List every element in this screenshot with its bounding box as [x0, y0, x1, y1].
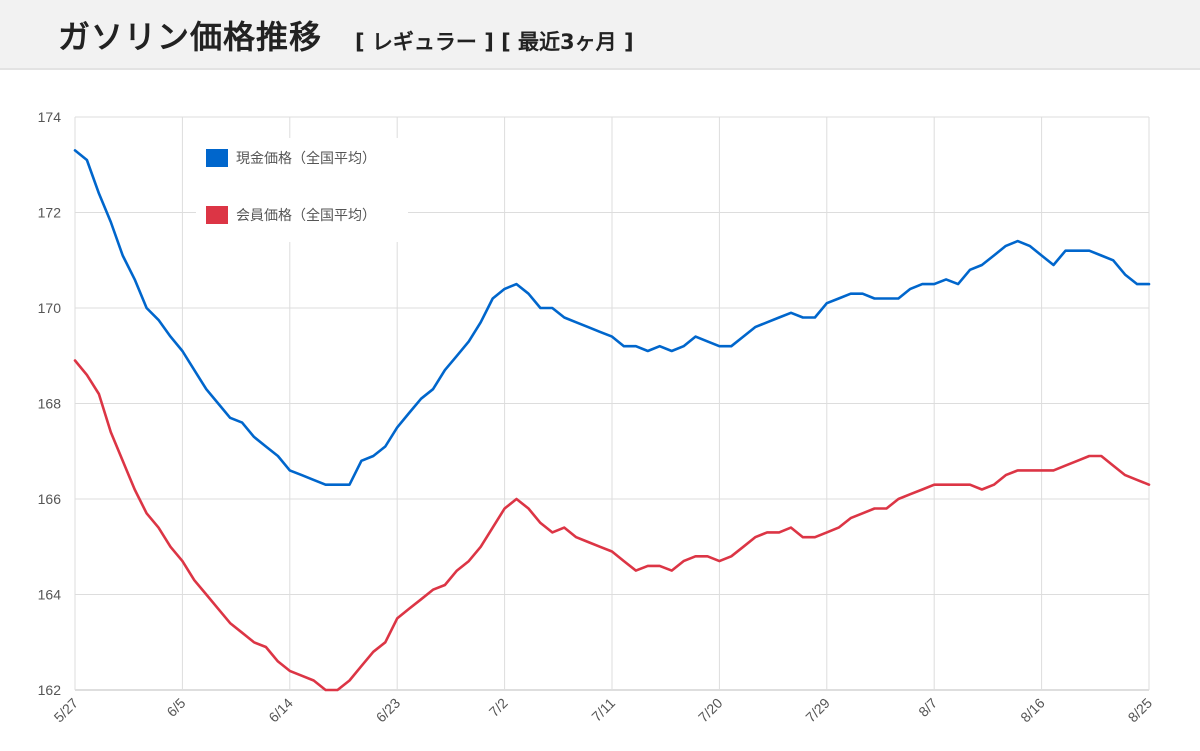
- y-tick-label: 170: [38, 300, 62, 316]
- legend-swatch-1: [206, 206, 228, 224]
- y-tick-label: 174: [38, 109, 62, 125]
- series-line-0: [73, 149, 1151, 487]
- x-tick-label: 8/25: [1125, 695, 1156, 726]
- page-header: ガソリン価格推移 [ レギュラー ] [ 最近3ヶ月 ]: [0, 0, 1200, 70]
- page-title: ガソリン価格推移: [58, 18, 323, 56]
- x-tick-label: 8/7: [915, 695, 940, 720]
- legend-swatch-0: [206, 149, 228, 167]
- page-subtitle: [ レギュラー ] [ 最近3ヶ月 ]: [355, 30, 634, 54]
- legend-label-1: 会員価格（全国平均）: [236, 207, 376, 224]
- x-tick-label: 6/5: [163, 695, 188, 720]
- x-tick-label: 7/20: [695, 695, 726, 726]
- line-chart: 162 164 166 168 170 172 174 5/27 6/5 6/14 6/23 7/2 7…: [38, 109, 1156, 726]
- x-tick-label: 7/2: [486, 695, 511, 720]
- chart-series: [73, 149, 1151, 692]
- x-tick-label: 7/29: [802, 695, 833, 726]
- x-tick-label: 6/14: [265, 695, 296, 726]
- legend-background: [196, 138, 408, 242]
- y-tick-label: 168: [38, 396, 62, 412]
- x-tick-label: 6/23: [373, 695, 404, 726]
- x-tick-label: 5/27: [51, 695, 82, 726]
- y-tick-label: 166: [38, 491, 62, 507]
- legend-label-0: 現金価格（全国平均）: [236, 150, 376, 167]
- y-tick-label: 162: [38, 682, 62, 698]
- series-line-1: [73, 359, 1151, 692]
- x-tick-label: 7/11: [588, 695, 618, 725]
- y-tick-label: 172: [38, 205, 62, 221]
- y-tick-label: 164: [38, 587, 62, 603]
- x-tick-label: 8/16: [1017, 695, 1048, 726]
- chart-legend: 現金価格（全国平均） 会員価格（全国平均）: [196, 138, 408, 242]
